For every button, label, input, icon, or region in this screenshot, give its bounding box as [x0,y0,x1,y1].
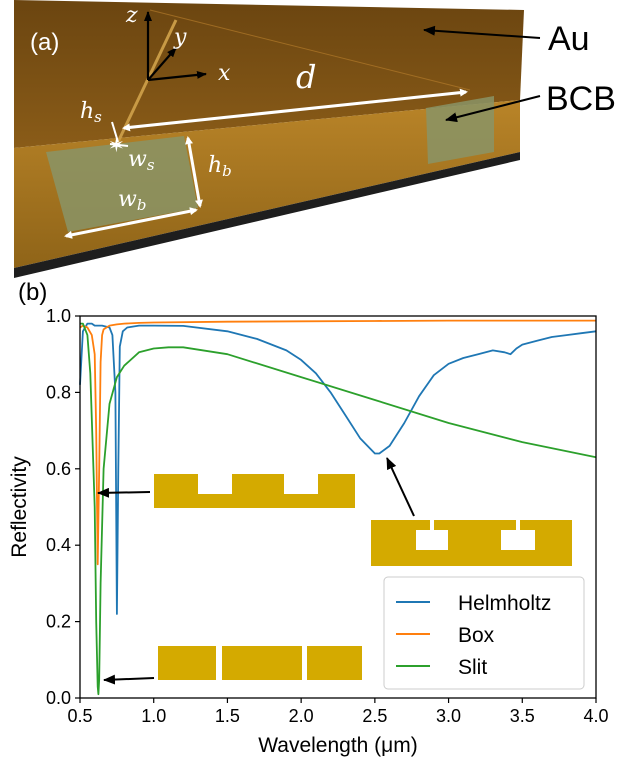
x-tick-label: 1.5 [215,706,240,726]
x-tick-label: 3.0 [436,706,461,726]
axis-ticks: 0.5 1.0 1.5 2.0 2.5 3.0 3.5 4.0 0.0 0.2 0.4 0.6 0.8 1… [46,306,609,726]
series-line-box [79,319,596,566]
y-tick-label: 0.0 [46,688,71,708]
x-tick-label: 2.0 [289,706,314,726]
x-tick-label: 2.5 [362,706,387,726]
x-tick-label: 3.5 [510,706,535,726]
d-dimension-arrow [122,88,468,132]
axis-y-label: y [173,25,187,50]
hb-label: hb [208,153,232,180]
legend-box-label: Box [458,624,495,647]
y-tick-label: 0.2 [46,612,71,632]
series-line-slit [80,322,597,696]
y-tick-label: 0.8 [46,382,71,402]
y-tick-label: 1.0 [46,306,71,326]
panel-a: z y x (a) d hs ws ✶ hb wb Au BCB [14,0,616,278]
bcb-pointer [445,95,541,123]
coordinate-axes [144,11,207,82]
y-axis-label: Reflectivity [8,456,31,558]
ws-arrow [109,143,129,147]
helmholtz-structure-inset [371,520,572,566]
hs-label: hs [80,99,102,126]
panel-b-label: (b) [18,279,47,306]
series-line-helmholtz [79,322,597,615]
slit-structure-inset [158,646,362,680]
reflectivity-chart: 0.5 1.0 1.5 2.0 2.5 3.0 3.5 4.0 0.0 0.2 0.4 0.6 0.8 1… [8,306,609,757]
helmholtz-inset-arrow [386,457,415,517]
axis-x-label: x [218,61,231,86]
box-structure-inset [154,474,355,508]
series-layer [79,319,597,696]
x-axis-label: Wavelength (μm) [258,734,418,757]
x-tick-label: 0.5 [67,706,92,726]
hb-dimension-arrow [185,136,203,208]
x-tick-label: 1.0 [141,706,166,726]
slit-inset-arrow [103,674,155,685]
axis-z-label: z [125,3,138,28]
y-tick-label: 0.4 [46,535,71,555]
box-inset-arrow [97,487,151,498]
ws-label: ws [128,147,155,174]
au-label: Au [548,20,590,58]
legend-slit-label: Slit [458,656,487,679]
legend-helmholtz-label: Helmholtz [458,592,551,615]
wb-label: wb [118,187,146,214]
ws-star: ✶ [108,133,125,157]
x-tick-label: 4.0 [583,706,608,726]
surface-highlight-line [149,9,471,91]
plot-frame [79,315,597,699]
legend: Helmholtz Box Slit [383,576,585,690]
panel-a-label: (a) [30,29,59,56]
bcb-label: BCB [546,80,616,118]
substrate-edge [14,152,520,278]
y-tick-label: 0.6 [46,459,71,479]
hs-arrow [111,121,119,143]
d-label: d [296,58,316,96]
wb-dimension-arrow [64,207,198,239]
au-pointer [423,25,541,39]
